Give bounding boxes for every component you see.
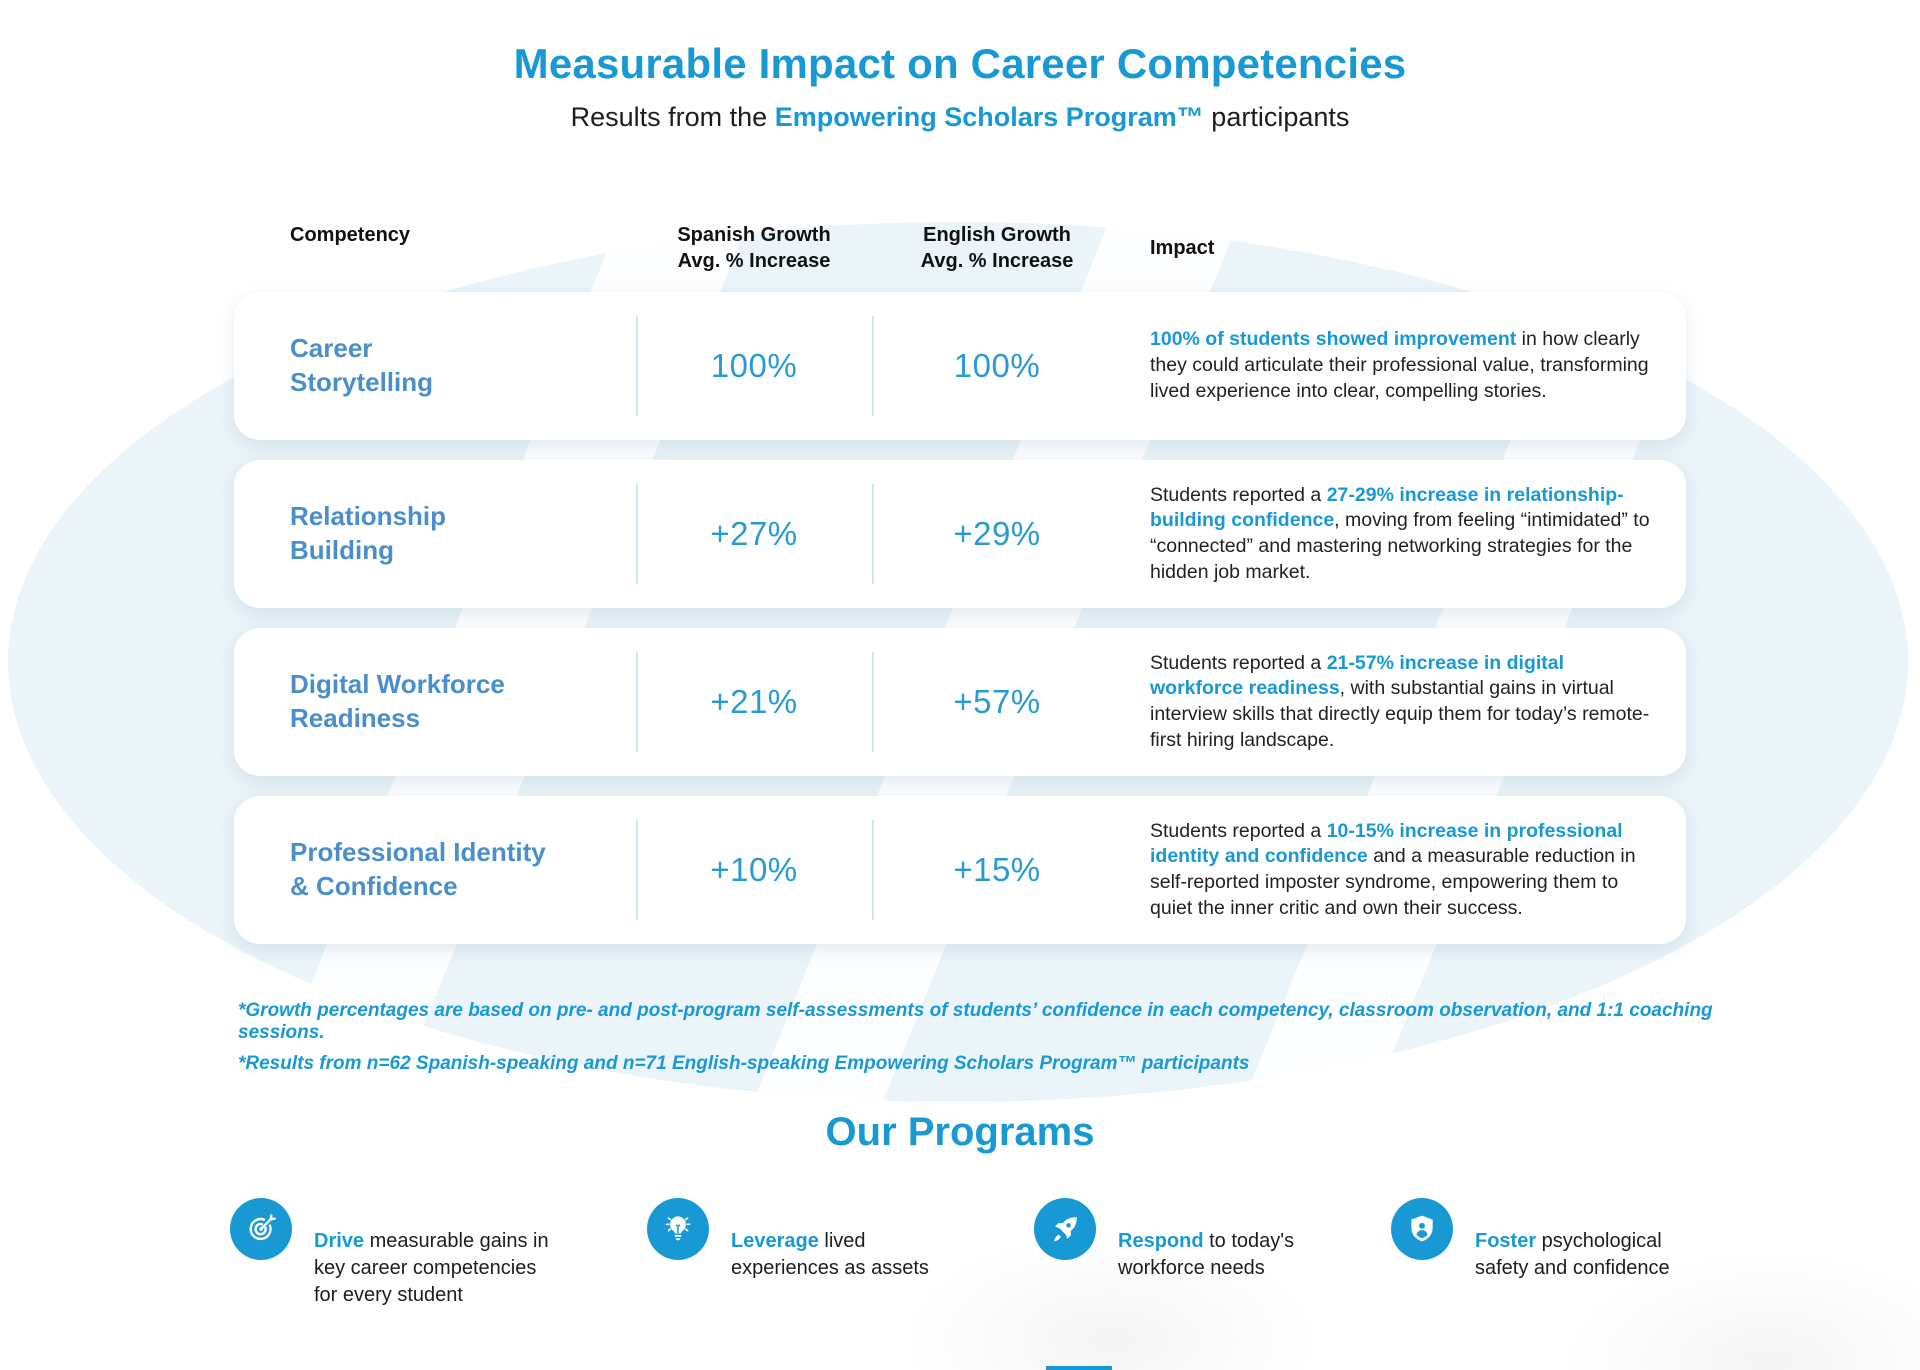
column-divider <box>872 820 874 920</box>
table-header-row: Competency Spanish Growth Avg. % Increas… <box>234 222 1686 292</box>
column-header-competency: Competency <box>290 224 411 246</box>
program-item-drive: Drive measurable gains in key career com… <box>230 1198 559 1309</box>
competency-name: Professional Identity & Confidence <box>290 837 546 901</box>
table-row-career-storytelling: Career Storytelling 100% 100% 100% of st… <box>234 292 1686 440</box>
program-text: Foster psychological safety and confiden… <box>1475 1198 1690 1282</box>
program-item-foster: Foster psychological safety and confiden… <box>1391 1198 1690 1309</box>
column-divider <box>636 484 638 584</box>
impact-text: Students reported a 10-15% increase in p… <box>1122 819 1686 922</box>
shield-person-icon <box>1391 1198 1453 1260</box>
table-row-digital-workforce-readiness: Digital Workforce Readiness +21% +57% St… <box>234 628 1686 776</box>
column-divider <box>636 316 638 416</box>
impact-highlight: 21-57% increase in digital workforce rea… <box>1150 651 1565 700</box>
page-title: Measurable Impact on Career Competencies <box>513 40 1407 87</box>
programs-row: Drive measurable gains in key career com… <box>230 1198 1690 1309</box>
results-table: Competency Spanish Growth Avg. % Increas… <box>234 222 1686 964</box>
page-subtitle: Results from the Empowering Scholars Pro… <box>0 102 1920 133</box>
subtitle-suffix: participants <box>1203 102 1350 132</box>
bottom-accent-bar <box>1046 1366 1112 1370</box>
impact-text: 100% of students showed improvement in h… <box>1122 327 1686 404</box>
program-highlight: Drive <box>314 1230 365 1252</box>
program-rest: measurable gains in key career competenc… <box>314 1230 549 1306</box>
impact-highlight: 100% of students showed improvement <box>1150 328 1517 351</box>
english-growth-value: 100% <box>953 347 1041 384</box>
subtitle-program-name: Empowering Scholars Program™ <box>774 102 1204 132</box>
spanish-growth-line2: Avg. % Increase <box>677 250 831 272</box>
program-item-respond: Respond to today's workforce needs <box>1034 1198 1303 1309</box>
competency-name: Digital Workforce Readiness <box>290 669 505 733</box>
spanish-growth-value: +21% <box>710 683 798 720</box>
program-text: Respond to today's workforce needs <box>1118 1198 1303 1282</box>
program-highlight: Leverage <box>731 1230 819 1252</box>
programs-section-title: Our Programs <box>825 1110 1095 1154</box>
program-text: Drive measurable gains in key career com… <box>314 1198 559 1309</box>
spanish-growth-value: 100% <box>710 347 798 384</box>
target-icon <box>230 1198 292 1260</box>
impact-prefix: Students reported a <box>1150 651 1327 674</box>
spanish-growth-value: +10% <box>710 851 798 888</box>
program-rest: to today's workforce needs <box>1118 1230 1295 1279</box>
spanish-growth-line1: Spanish Growth <box>677 224 831 246</box>
column-divider <box>636 652 638 752</box>
program-item-leverage: Leverage lived experiences as assets <box>647 1198 946 1309</box>
program-highlight: Respond <box>1118 1230 1204 1252</box>
column-divider <box>872 316 874 416</box>
impact-rest: in how clearly they could articulate the… <box>1150 328 1649 402</box>
english-growth-value: +57% <box>953 683 1041 720</box>
subtitle-prefix: Results from the <box>570 102 775 132</box>
impact-rest: and a measurable reduction in self-repor… <box>1150 845 1636 919</box>
footnote-sample-size: *Results from n=62 Spanish-speaking and … <box>238 1053 1250 1074</box>
impact-prefix: Students reported a <box>1150 483 1327 506</box>
program-rest: lived experiences as assets <box>731 1230 929 1279</box>
column-divider <box>872 484 874 584</box>
lightbulb-icon <box>647 1198 709 1260</box>
table-row-professional-identity-confidence: Professional Identity & Confidence +10% … <box>234 796 1686 944</box>
impact-rest: , with substantial gains in virtual inte… <box>1150 677 1650 751</box>
impact-highlight: 27-29% increase in relationship-building… <box>1150 483 1624 532</box>
spanish-growth-value: +27% <box>710 515 798 552</box>
column-header-impact: Impact <box>1150 237 1215 259</box>
column-header-spanish-growth: Spanish Growth Avg. % Increase <box>636 222 872 274</box>
impact-text: Students reported a 21-57% increase in d… <box>1122 651 1686 754</box>
competency-name: Career Storytelling <box>290 333 434 397</box>
impact-prefix: Students reported a <box>1150 819 1327 842</box>
impact-highlight: 10-15% increase in professional identity… <box>1150 819 1623 868</box>
program-rest: psychological safety and confidence <box>1475 1230 1670 1279</box>
english-growth-value: +15% <box>953 851 1041 888</box>
program-text: Leverage lived experiences as assets <box>731 1198 946 1282</box>
footnote-methodology: *Growth percentages are based on pre- an… <box>238 1000 1713 1043</box>
program-highlight: Foster <box>1475 1230 1537 1252</box>
english-growth-value: +29% <box>953 515 1041 552</box>
english-growth-line2: Avg. % Increase <box>920 250 1074 272</box>
rocket-icon <box>1034 1198 1096 1260</box>
impact-text: Students reported a 27-29% increase in r… <box>1122 483 1686 586</box>
table-row-relationship-building: Relationship Building +27% +29% Students… <box>234 460 1686 608</box>
english-growth-line1: English Growth <box>923 224 1071 246</box>
column-header-english-growth: English Growth Avg. % Increase <box>872 222 1122 274</box>
competency-name: Relationship Building <box>290 501 447 565</box>
column-divider <box>636 820 638 920</box>
column-divider <box>872 652 874 752</box>
impact-rest: , moving from feeling “intimidated” to “… <box>1150 509 1650 583</box>
